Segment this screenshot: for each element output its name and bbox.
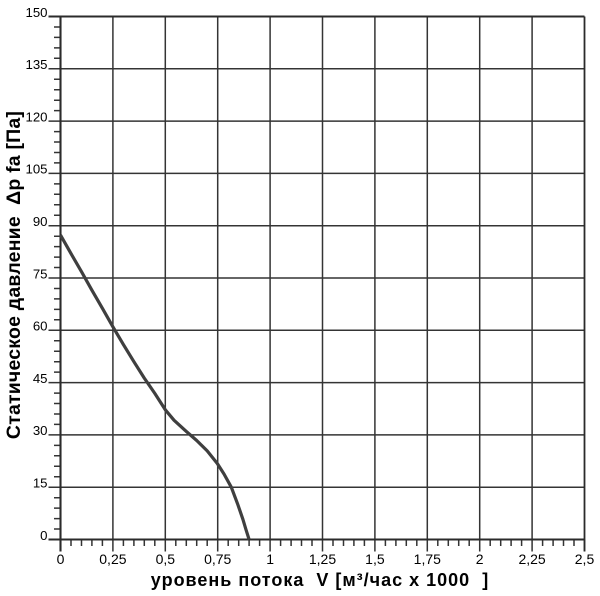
svg-text:2,25: 2,25	[518, 551, 545, 567]
svg-text:0,25: 0,25	[99, 551, 126, 567]
svg-text:1,75: 1,75	[414, 551, 441, 567]
svg-text:15: 15	[33, 476, 48, 491]
svg-text:60: 60	[33, 319, 48, 334]
svg-text:2: 2	[476, 551, 484, 567]
svg-text:75: 75	[33, 266, 48, 281]
svg-text:1: 1	[266, 551, 274, 567]
svg-text:0,5: 0,5	[156, 551, 176, 567]
svg-text:1,25: 1,25	[309, 551, 336, 567]
svg-text:30: 30	[33, 423, 48, 438]
svg-text:0: 0	[40, 528, 47, 543]
svg-text:135: 135	[25, 57, 47, 72]
svg-text:90: 90	[33, 214, 48, 229]
svg-text:150: 150	[25, 5, 47, 20]
svg-text:1,5: 1,5	[365, 551, 385, 567]
svg-text:2,5: 2,5	[575, 551, 595, 567]
svg-text:уровень потока V [м³/час x 10: уровень потока V [м³/час x 1000 ]	[151, 570, 489, 590]
svg-text:0,75: 0,75	[204, 551, 231, 567]
svg-text:Статическое давление Δp fa [П: Статическое давление Δp fa [Па]	[3, 111, 25, 439]
svg-text:0: 0	[57, 551, 65, 567]
svg-text:105: 105	[25, 162, 47, 177]
svg-text:120: 120	[25, 109, 47, 124]
svg-text:45: 45	[33, 371, 48, 386]
